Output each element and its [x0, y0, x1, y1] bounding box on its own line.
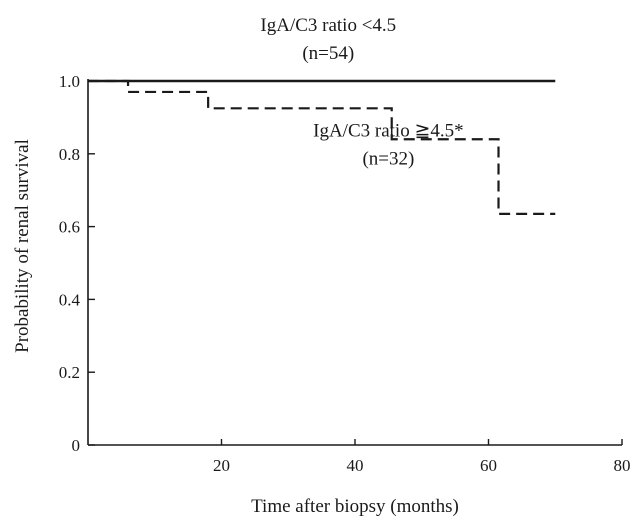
y-tick-label: 0: [72, 436, 81, 455]
x-axis-label: Time after biopsy (months): [251, 496, 459, 517]
y-tick-label: 1.0: [59, 72, 80, 91]
annotation-line: IgA/C3 ratio ≧4.5*: [313, 121, 464, 142]
annotation-group-low: IgA/C3 ratio <4.5 (n=54): [260, 15, 396, 64]
y-tick-label: 0.6: [59, 218, 80, 237]
annotation-line: (n=32): [362, 149, 414, 170]
y-tick-label: 0.8: [59, 145, 80, 164]
x-tick-label: 40: [347, 456, 364, 475]
x-tick-label: 20: [213, 456, 230, 475]
annotation-layer: IgA/C3 ratio <4.5 (n=54) IgA/C3 ratio ≧4.5…: [260, 15, 463, 170]
annotation-line: (n=54): [302, 43, 354, 64]
survival-curve-high-ratio: [88, 79, 556, 215]
y-tick-label: 0.4: [59, 290, 81, 309]
annotation-group-high: IgA/C3 ratio ≧4.5* (n=32): [313, 121, 464, 170]
x-tick-label: 80: [614, 456, 631, 475]
x-tick-label: 60: [480, 456, 497, 475]
annotation-line: IgA/C3 ratio <4.5: [260, 15, 396, 36]
series-layer: [88, 79, 556, 215]
y-tick-label: 0.2: [59, 363, 80, 382]
axes: 20 40 60 80 0 0.2 0.4 0.6 0.8 1.0: [59, 72, 631, 475]
y-axis-label: Probability of renal survival: [12, 139, 33, 353]
